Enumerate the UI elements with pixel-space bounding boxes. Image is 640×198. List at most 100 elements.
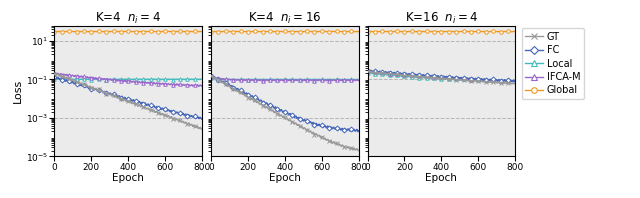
- Line: Local: Local: [52, 77, 204, 81]
- GT: [51, 72, 58, 75]
- FC: [293, 117, 301, 119]
- FC: [51, 75, 59, 78]
- GT: [145, 108, 152, 110]
- Local: [51, 77, 59, 80]
- Global: [492, 30, 499, 33]
- Local: [335, 78, 342, 81]
- IFCA-M: [293, 79, 301, 82]
- Local: [365, 71, 372, 74]
- Title: K=16  $n_i = 4$: K=16 $n_i = 4$: [404, 10, 478, 26]
- GT: [511, 83, 518, 85]
- IFCA-M: [51, 72, 59, 74]
- Global: [355, 30, 362, 33]
- GT: [355, 149, 362, 152]
- FC: [365, 69, 372, 71]
- FC: [511, 81, 519, 83]
- IFCA-M: [195, 85, 203, 88]
- Local: [476, 79, 484, 81]
- Title: K=4  $n_i = 4$: K=4 $n_i = 4$: [95, 10, 161, 26]
- IFCA-M: [364, 70, 371, 72]
- GT: [207, 75, 215, 77]
- Global: [145, 30, 153, 33]
- Line: Global: Global: [366, 30, 517, 33]
- Global: [372, 30, 380, 33]
- Local: [355, 78, 362, 81]
- GT: [51, 72, 59, 74]
- IFCA-M: [450, 77, 458, 80]
- GT: [476, 81, 484, 83]
- IFCA-M: [178, 84, 186, 86]
- IFCA-M: [373, 70, 381, 73]
- GT: [373, 71, 381, 73]
- IFCA-M: [297, 79, 305, 81]
- FC: [198, 118, 205, 120]
- GT: [178, 121, 186, 123]
- Local: [450, 78, 458, 81]
- FC: [476, 78, 484, 81]
- IFCA-M: [458, 77, 466, 80]
- GT: [208, 74, 216, 77]
- Global: [450, 30, 458, 33]
- IFCA-M: [476, 79, 484, 81]
- Global: [112, 30, 120, 32]
- FC: [335, 129, 342, 131]
- FC: [491, 79, 499, 82]
- FC: [163, 109, 170, 112]
- IFCA-M: [335, 79, 342, 82]
- Global: [163, 30, 171, 33]
- IFCA-M: [207, 75, 215, 78]
- GT: [301, 128, 309, 130]
- FC: [301, 120, 309, 122]
- FC: [458, 77, 466, 79]
- Local: [293, 78, 301, 81]
- IFCA-M: [163, 83, 170, 86]
- FC: [297, 118, 305, 120]
- Legend: GT, FC, Local, IFCA-M, Global: GT, FC, Local, IFCA-M, Global: [522, 28, 584, 99]
- Global: [469, 30, 477, 33]
- Title: K=4  $n_i = 16$: K=4 $n_i = 16$: [248, 10, 321, 26]
- IFCA-M: [319, 79, 327, 82]
- IFCA-M: [216, 77, 224, 79]
- Local: [373, 72, 381, 75]
- GT: [140, 106, 148, 109]
- IFCA-M: [301, 79, 309, 81]
- Global: [319, 30, 327, 33]
- Global: [511, 30, 519, 33]
- GT: [293, 124, 301, 126]
- Global: [137, 30, 145, 33]
- Global: [454, 30, 461, 33]
- Local: [273, 79, 281, 81]
- Global: [476, 30, 484, 33]
- X-axis label: Epoch: Epoch: [112, 173, 144, 183]
- FC: [450, 76, 458, 79]
- Local: [163, 78, 171, 81]
- Local: [301, 78, 309, 81]
- Line: IFCA-M: IFCA-M: [366, 69, 517, 84]
- Global: [247, 30, 255, 33]
- GT: [319, 137, 327, 140]
- Line: GT: GT: [52, 71, 204, 131]
- X-axis label: Epoch: Epoch: [426, 173, 458, 183]
- GT: [163, 115, 170, 118]
- FC: [140, 103, 148, 105]
- Local: [297, 78, 305, 81]
- Line: Local: Local: [366, 71, 517, 83]
- Global: [207, 30, 215, 33]
- FC: [198, 118, 206, 120]
- Local: [491, 79, 499, 82]
- Line: FC: FC: [52, 75, 204, 121]
- Local: [319, 79, 327, 81]
- Local: [454, 78, 461, 81]
- FC: [178, 113, 186, 115]
- IFCA-M: [51, 72, 58, 75]
- FC: [51, 76, 58, 78]
- FC: [207, 74, 215, 76]
- IFCA-M: [145, 82, 152, 84]
- Global: [301, 30, 309, 33]
- Global: [293, 30, 301, 33]
- GT: [198, 128, 205, 131]
- IFCA-M: [364, 70, 372, 72]
- GT: [335, 144, 342, 146]
- Global: [364, 30, 371, 33]
- Global: [297, 30, 305, 33]
